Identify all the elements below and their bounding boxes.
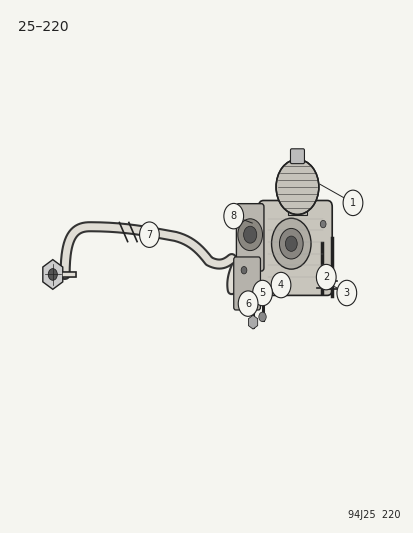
Circle shape xyxy=(243,226,256,243)
Circle shape xyxy=(320,268,325,276)
Circle shape xyxy=(139,222,159,247)
Circle shape xyxy=(271,218,310,269)
FancyBboxPatch shape xyxy=(233,257,260,310)
Text: 5: 5 xyxy=(259,288,265,298)
Circle shape xyxy=(279,229,302,259)
Text: 3: 3 xyxy=(343,288,349,298)
Circle shape xyxy=(275,159,318,215)
Text: 94J25  220: 94J25 220 xyxy=(347,510,399,520)
Circle shape xyxy=(237,219,262,251)
Text: 2: 2 xyxy=(323,272,329,282)
Polygon shape xyxy=(43,260,63,289)
Circle shape xyxy=(316,264,335,290)
Circle shape xyxy=(240,266,246,274)
FancyBboxPatch shape xyxy=(290,149,304,164)
Polygon shape xyxy=(248,316,257,329)
Text: 25–220: 25–220 xyxy=(18,20,68,34)
Text: 8: 8 xyxy=(230,211,236,221)
Text: 6: 6 xyxy=(244,298,251,309)
Circle shape xyxy=(252,280,272,306)
Circle shape xyxy=(223,204,243,229)
Circle shape xyxy=(336,280,356,306)
Circle shape xyxy=(240,293,246,301)
Circle shape xyxy=(258,312,266,321)
Circle shape xyxy=(48,269,57,280)
FancyBboxPatch shape xyxy=(236,204,263,271)
FancyBboxPatch shape xyxy=(287,207,306,215)
Circle shape xyxy=(320,220,325,228)
Circle shape xyxy=(271,272,290,298)
Circle shape xyxy=(342,190,362,216)
Circle shape xyxy=(237,291,257,317)
FancyBboxPatch shape xyxy=(258,200,331,295)
Text: 1: 1 xyxy=(349,198,355,208)
Text: 4: 4 xyxy=(277,280,283,290)
Circle shape xyxy=(285,236,297,252)
Text: 7: 7 xyxy=(146,230,152,240)
